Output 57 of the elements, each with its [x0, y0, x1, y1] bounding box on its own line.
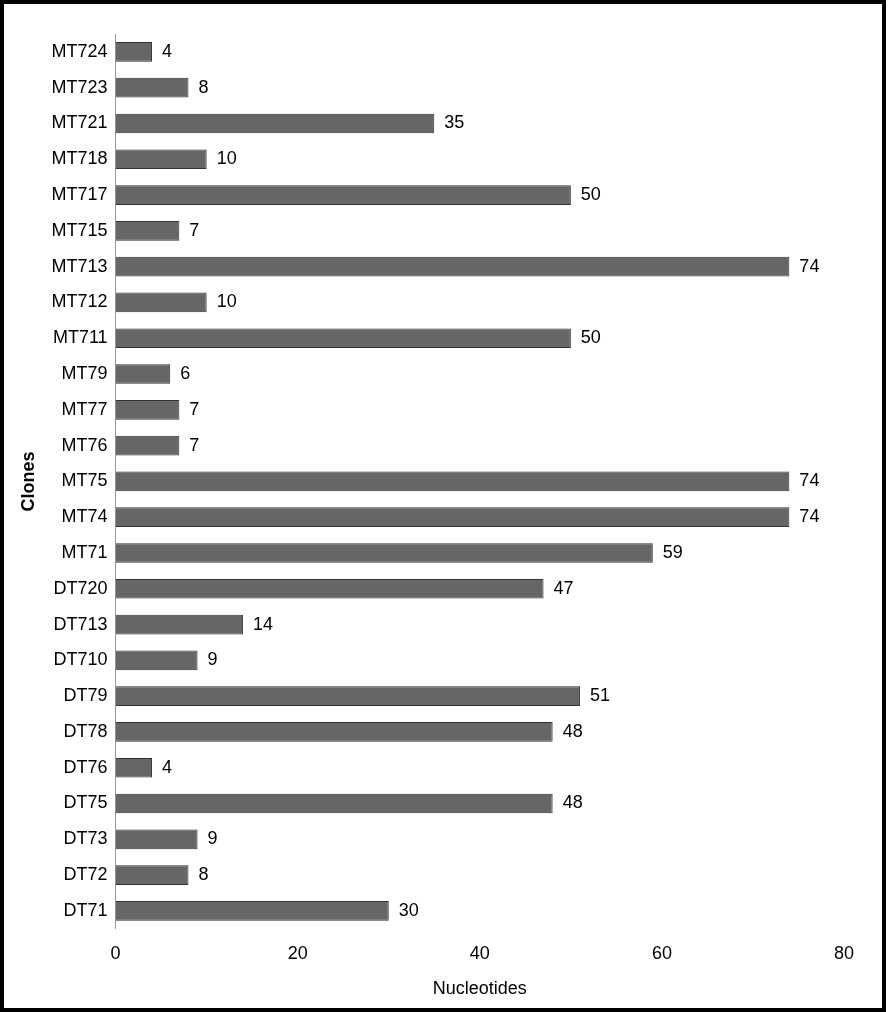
- x-tick-label: 40: [469, 942, 490, 963]
- y-tick-label: MT711: [52, 327, 108, 348]
- x-axis-title: Nucleotides: [432, 978, 527, 999]
- y-tick-label: DT713: [53, 613, 108, 634]
- y-tick-label: DT71: [63, 899, 108, 920]
- y-tick-label: MT79: [61, 362, 108, 383]
- y-tick-label: MT715: [51, 219, 108, 240]
- y-tick-label: MT713: [51, 255, 108, 276]
- data-label: 47: [553, 577, 574, 598]
- x-tick-label: 0: [110, 942, 121, 963]
- data-label: 50: [580, 184, 601, 205]
- y-tick-label: MT76: [61, 434, 108, 455]
- x-tick-label: 80: [833, 942, 855, 963]
- data-label: 10: [216, 148, 237, 169]
- x-tick-label: 60: [651, 942, 672, 963]
- y-axis-title: Clones: [17, 451, 38, 512]
- data-label: 51: [589, 685, 610, 706]
- data-label: 7: [189, 398, 200, 419]
- data-label: 4: [162, 756, 173, 777]
- x-tick-label: 20: [287, 942, 308, 963]
- data-label: 74: [799, 470, 820, 491]
- y-tick-label: MT724: [51, 40, 108, 61]
- data-label: 4: [162, 40, 173, 61]
- data-label: 14: [253, 613, 274, 634]
- y-tick-label: MT721: [51, 112, 108, 133]
- data-label: 7: [189, 219, 200, 240]
- data-label: 74: [799, 506, 820, 527]
- data-label: 10: [216, 291, 237, 312]
- y-tick-label: MT718: [51, 148, 108, 169]
- data-label: 9: [207, 649, 218, 670]
- y-tick-label: DT73: [63, 828, 108, 849]
- data-label: 30: [398, 899, 419, 920]
- data-label: 48: [562, 792, 583, 813]
- data-label: 8: [198, 864, 209, 885]
- y-tick-label: DT78: [63, 720, 108, 741]
- y-tick-label: MT77: [61, 398, 108, 419]
- data-label: 59: [662, 541, 683, 562]
- data-label: 6: [180, 362, 191, 383]
- y-tick-label: DT710: [53, 649, 108, 670]
- y-tick-label: MT717: [51, 184, 108, 205]
- y-tick-label: MT712: [51, 291, 108, 312]
- data-label: 48: [562, 720, 583, 741]
- y-tick-label: DT76: [63, 756, 108, 777]
- y-tick-label: MT71: [61, 541, 108, 562]
- data-label: 50: [580, 327, 601, 348]
- data-label: 8: [198, 76, 209, 97]
- y-tick-label: MT74: [61, 506, 108, 527]
- y-tick-label: DT72: [63, 864, 108, 885]
- data-label: 35: [444, 112, 465, 133]
- y-tick-label: MT723: [51, 76, 108, 97]
- y-tick-label: MT75: [61, 470, 108, 491]
- data-label: 7: [189, 434, 200, 455]
- y-tick-label: DT79: [63, 685, 108, 706]
- data-label: 9: [207, 828, 218, 849]
- y-tick-label: DT75: [63, 792, 108, 813]
- data-label: 74: [799, 255, 820, 276]
- y-tick-label: DT720: [53, 577, 108, 598]
